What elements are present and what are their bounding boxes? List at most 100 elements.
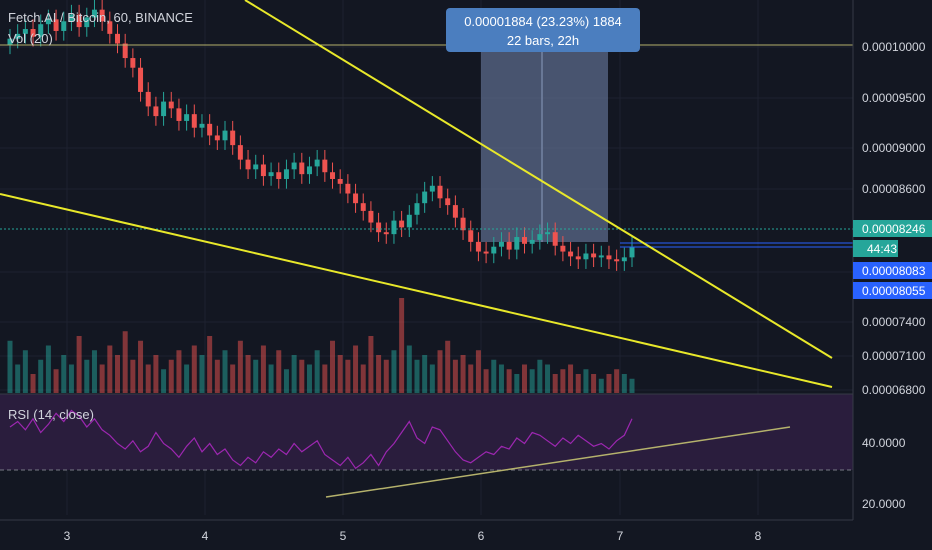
- candle-body-76: [591, 253, 597, 258]
- volume-bar-17: [138, 340, 144, 393]
- candle-body-55: [429, 185, 435, 192]
- candle-body-52: [406, 214, 412, 228]
- candle-body-78: [606, 255, 612, 260]
- descending-trendline-lower: [0, 193, 833, 388]
- price-tick-7: 0.00007400: [862, 315, 926, 329]
- candle-body-67: [521, 237, 527, 244]
- candle-body-73: [568, 251, 574, 257]
- candle-body-61: [475, 241, 481, 252]
- candle-body-41: [322, 159, 328, 173]
- candle-body-39: [306, 166, 312, 175]
- volume-bar-69: [537, 359, 543, 393]
- candle-body-37: [291, 162, 297, 170]
- volume-bar-34: [268, 364, 274, 393]
- candle-body-77: [598, 255, 604, 258]
- price-tick-0: 0.00010000: [862, 40, 926, 54]
- candle-body-45: [353, 193, 359, 204]
- volume-bar-37: [291, 355, 297, 393]
- candle-body-51: [399, 220, 405, 228]
- volume-bar-2: [22, 350, 28, 393]
- volume-bar-9: [76, 336, 82, 393]
- candle-body-80: [621, 257, 627, 262]
- measure-range: [481, 47, 608, 242]
- volume-bar-68: [529, 369, 535, 393]
- volume-bar-73: [568, 364, 574, 393]
- volume-bar-18: [145, 364, 151, 393]
- candle-body-74: [575, 256, 581, 260]
- time-tick-3: 6: [478, 529, 485, 543]
- volume-bar-81: [629, 378, 635, 393]
- volume-bar-10: [84, 359, 90, 393]
- candle-body-36: [283, 169, 289, 179]
- candle-body-8: [68, 14, 74, 22]
- rsi-tick-0: 40.0000: [862, 436, 906, 450]
- volume-bar-7: [61, 355, 67, 393]
- volume-bar-64: [498, 364, 504, 393]
- candle-body-38: [299, 162, 305, 175]
- volume-bar-27: [214, 359, 220, 393]
- candle-body-27: [214, 135, 220, 141]
- candle-body-14: [115, 33, 121, 44]
- candle-body-31: [245, 159, 251, 170]
- candle-body-30: [237, 145, 243, 160]
- level-a-label: 0.00008083: [862, 264, 926, 278]
- price-tick-2: 0.00009000: [862, 141, 926, 155]
- volume-bar-38: [299, 359, 305, 393]
- volume-bar-58: [452, 359, 458, 393]
- time-tick-0: 3: [64, 529, 71, 543]
- candle-body-3: [30, 29, 36, 37]
- volume-bar-4: [38, 359, 44, 393]
- countdown-label-bg: [853, 240, 898, 257]
- volume-bar-29: [230, 364, 236, 393]
- volume-bar-54: [422, 355, 428, 393]
- candle-body-13: [107, 21, 113, 34]
- volume-bar-62: [483, 369, 489, 393]
- time-tick-1: 4: [202, 529, 209, 543]
- candle-body-60: [468, 230, 474, 242]
- candle-body-25: [199, 123, 205, 128]
- countdown-label: 44:43: [867, 242, 897, 256]
- candle-body-70: [545, 232, 551, 235]
- volume-bar-43: [337, 355, 343, 393]
- level-b-label: 0.00008055: [862, 284, 926, 298]
- volume-bar-24: [191, 345, 197, 393]
- candle-body-35: [276, 172, 282, 179]
- measure-line-2: 22 bars, 22h: [506, 33, 580, 48]
- volume-bar-19: [153, 355, 159, 393]
- candle-body-4: [38, 24, 44, 37]
- volume-bar-23: [184, 364, 190, 393]
- volume-bar-30: [237, 340, 243, 393]
- volume-bar-39: [306, 364, 312, 393]
- candle-body-9: [76, 14, 82, 28]
- volume-bar-14: [115, 355, 121, 393]
- price-tick-8: 0.00007100: [862, 349, 926, 363]
- candle-body-43: [337, 178, 343, 184]
- candle-body-64: [498, 241, 504, 247]
- rsi-trendline: [325, 426, 791, 498]
- volume-bar-44: [345, 359, 351, 393]
- volume-bar-32: [253, 359, 259, 393]
- measure-tooltip: 0.00001884 (23.23%) 1884 22 bars, 22h: [446, 8, 640, 52]
- candle-body-66: [514, 237, 520, 250]
- candle-body-28: [222, 130, 228, 141]
- candle-body-63: [491, 246, 497, 254]
- candle-body-20: [161, 101, 167, 117]
- candle-body-33: [260, 164, 266, 177]
- candle-body-22: [176, 108, 182, 121]
- volume-bar-72: [560, 369, 566, 393]
- volume-bar-61: [475, 350, 481, 393]
- volume-bar-26: [207, 336, 213, 393]
- candle-body-26: [207, 123, 213, 136]
- price-tick-9: 0.00006800: [862, 383, 926, 397]
- volume-bar-31: [245, 355, 251, 393]
- volume-bar-46: [360, 364, 366, 393]
- last-price-label-bg: [853, 220, 932, 237]
- rsi-tick-1: 20.0000: [862, 497, 906, 511]
- candle-body-19: [153, 106, 159, 117]
- candle-body-40: [314, 159, 320, 167]
- volume-bar-80: [621, 374, 627, 393]
- candle-body-69: [537, 234, 543, 240]
- last-price-label: 0.00008246: [862, 222, 926, 236]
- volume-bar-50: [391, 350, 397, 393]
